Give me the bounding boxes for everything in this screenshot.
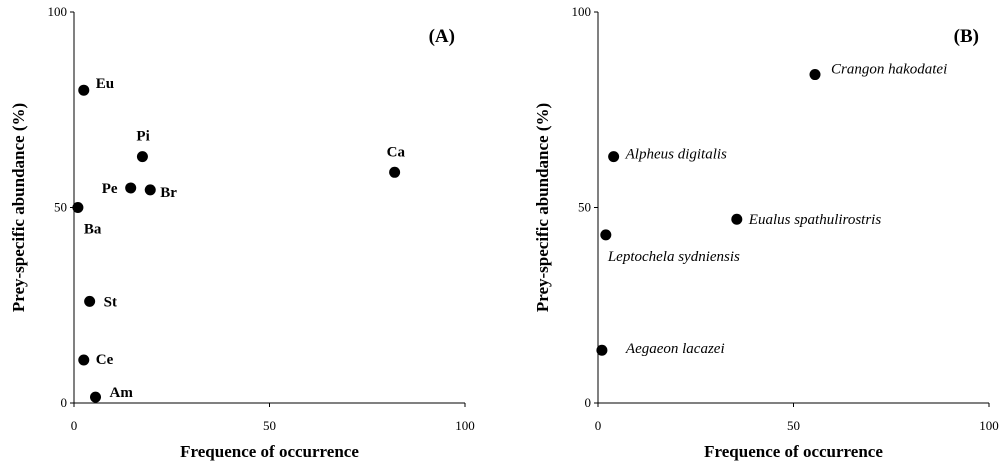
panel-b-data-point — [731, 213, 743, 225]
panel-b-y-tick-label: 100 — [572, 4, 592, 19]
panel-a-y-tick-label: 50 — [54, 200, 67, 215]
panel-b-data-point — [600, 229, 612, 241]
panel-b-point-label: Eualus spathulirostris — [748, 212, 882, 228]
panel-a-x-tick-label: 100 — [455, 418, 475, 433]
panel-a-point-label: St — [104, 294, 117, 310]
panel-a-point-label: Ca — [387, 144, 406, 160]
panel-a-data-point — [78, 84, 90, 96]
panel-a-point-label: Am — [110, 385, 134, 401]
panel-a-x-tick-label: 50 — [263, 418, 276, 433]
panel-a-y-tick-label: 100 — [48, 4, 68, 19]
panel-a-data-point — [90, 391, 102, 403]
panel-a-data-point — [72, 202, 84, 213]
panel-b-y-axis-title: Prey-specific abundance (%) — [533, 103, 552, 312]
panel-a-data-point — [136, 151, 148, 163]
panel-a-point-label: Ce — [96, 352, 114, 368]
panel-a-data-point — [144, 184, 156, 196]
panel-b-data-point — [809, 69, 821, 81]
panel-a-point-label: Ba — [84, 222, 102, 238]
panel-b-x-tick-label: 0 — [595, 418, 602, 433]
panel-a-data-point — [78, 354, 90, 366]
panel-b-data-point — [608, 151, 620, 163]
panel-a-point-label: Br — [160, 185, 177, 201]
panel-b-y-tick-label: 0 — [585, 395, 592, 410]
panel-b-point-label: Aegaeon lacazei — [625, 341, 725, 357]
panel-a-point-label: Pe — [102, 181, 118, 197]
panel-a-x-axis-title: Frequence of occurrence — [180, 442, 359, 461]
panel-a-point-label: Pi — [136, 129, 149, 145]
panel-a-data-point — [389, 166, 401, 178]
panel-b-point-label: Crangon hakodatei — [831, 62, 947, 78]
panel-a-x-tick-label: 0 — [71, 418, 78, 433]
panel-b-point-label: Alpheus digitalis — [625, 147, 727, 163]
panel-b-x-tick-label: 100 — [979, 418, 999, 433]
panel-b-y-tick-label: 50 — [578, 200, 591, 215]
panel-a-label: (A) — [429, 26, 455, 47]
panel-b-point-label: Leptochela sydniensis — [607, 249, 740, 265]
panel-a-data-point — [125, 182, 137, 194]
panel-a-y-tick-label: 0 — [61, 395, 68, 410]
panel-b-x-tick-label: 50 — [787, 418, 800, 433]
panel-a-point-label: Eu — [96, 76, 114, 92]
panel-a-data-point — [84, 295, 96, 307]
panel-b-data-point — [596, 344, 608, 356]
panel-a-y-axis-title: Prey-specific abundance (%) — [9, 103, 28, 312]
panel-b-label: (B) — [954, 26, 979, 47]
panel-b-x-axis-title: Frequence of occurrence — [704, 442, 883, 461]
